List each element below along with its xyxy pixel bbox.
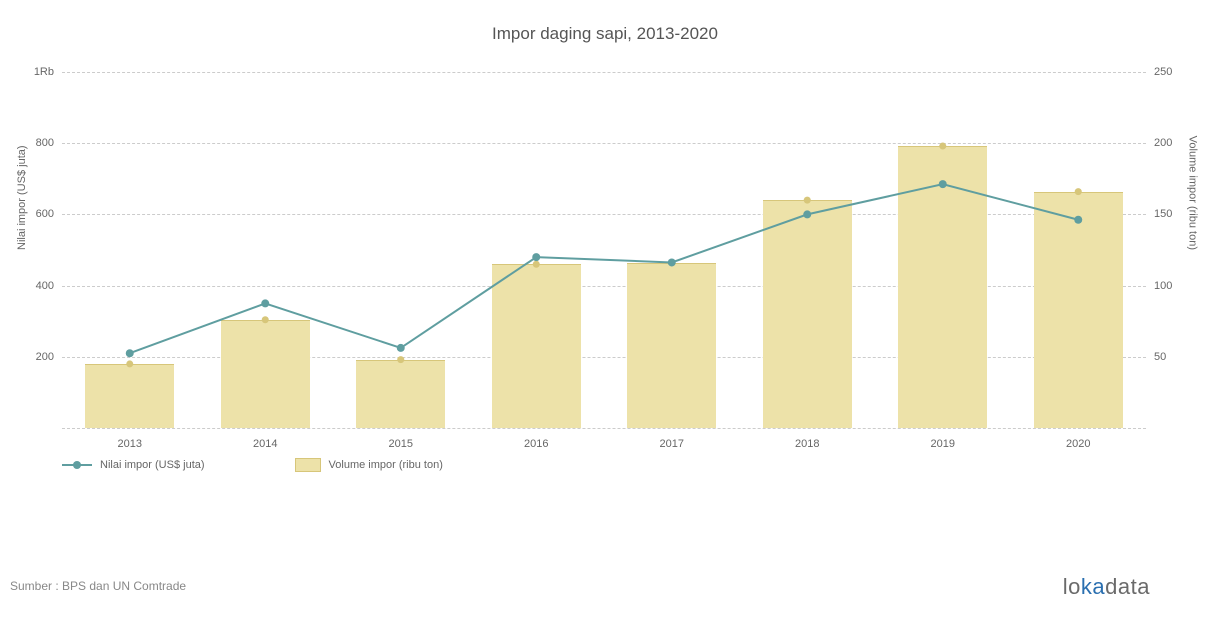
- logo-part-ka: ka: [1081, 574, 1105, 599]
- legend-item-line: Nilai impor (US$ juta): [62, 459, 205, 471]
- legend-line-icon: [62, 464, 92, 466]
- line-marker: [939, 180, 947, 188]
- legend-line-label: Nilai impor (US$ juta): [100, 459, 205, 471]
- chart-title: Impor daging sapi, 2013-2020: [0, 0, 1210, 54]
- y-right-tick: 200: [1154, 137, 1172, 149]
- line-series: [130, 184, 1079, 353]
- line-marker: [668, 258, 676, 266]
- line-marker: [1074, 216, 1082, 224]
- bar-top-dot: [939, 143, 946, 150]
- y-right-tick: 50: [1154, 351, 1166, 363]
- legend: Nilai impor (US$ juta) Volume impor (rib…: [62, 458, 443, 472]
- bar-top-dot: [126, 360, 133, 367]
- line-marker: [261, 299, 269, 307]
- grid-baseline: [62, 428, 1146, 429]
- bar-top-dot: [804, 197, 811, 204]
- line-marker: [397, 344, 405, 352]
- y-axis-right-label: Volume impor (ribu ton): [1186, 136, 1198, 250]
- x-tick: 2016: [524, 438, 548, 450]
- legend-bar-label: Volume impor (ribu ton): [329, 459, 443, 471]
- bar-top-dot: [397, 356, 404, 363]
- chart-plot-area: 200504001006001508002001Rb25020132014201…: [62, 72, 1146, 428]
- y-left-tick: 400: [36, 280, 54, 292]
- line-marker: [532, 253, 540, 261]
- x-tick: 2019: [931, 438, 955, 450]
- bar-top-dot: [262, 316, 269, 323]
- legend-item-bar: Volume impor (ribu ton): [295, 458, 443, 472]
- y-axis-left-label: Nilai impor (US$ juta): [16, 145, 28, 250]
- y-left-tick: 600: [36, 208, 54, 220]
- bar-top-dot: [1075, 188, 1082, 195]
- x-tick: 2020: [1066, 438, 1090, 450]
- y-left-tick: 1Rb: [34, 66, 54, 78]
- y-left-tick: 800: [36, 137, 54, 149]
- line-marker: [803, 210, 811, 218]
- legend-dot-icon: [73, 461, 81, 469]
- legend-bar-icon: [295, 458, 321, 472]
- x-tick: 2014: [253, 438, 277, 450]
- bar-top-dot: [533, 261, 540, 268]
- y-right-tick: 150: [1154, 208, 1172, 220]
- logo-part-data: data: [1105, 574, 1150, 599]
- line-marker: [126, 349, 134, 357]
- y-right-tick: 100: [1154, 280, 1172, 292]
- y-right-tick: 250: [1154, 66, 1172, 78]
- x-tick: 2015: [389, 438, 413, 450]
- x-tick: 2017: [660, 438, 684, 450]
- logo: lokadata: [1063, 574, 1150, 600]
- x-tick: 2018: [795, 438, 819, 450]
- logo-part-lo: lo: [1063, 574, 1081, 599]
- x-tick: 2013: [118, 438, 142, 450]
- source-text: Sumber : BPS dan UN Comtrade: [10, 579, 186, 593]
- y-left-tick: 200: [36, 351, 54, 363]
